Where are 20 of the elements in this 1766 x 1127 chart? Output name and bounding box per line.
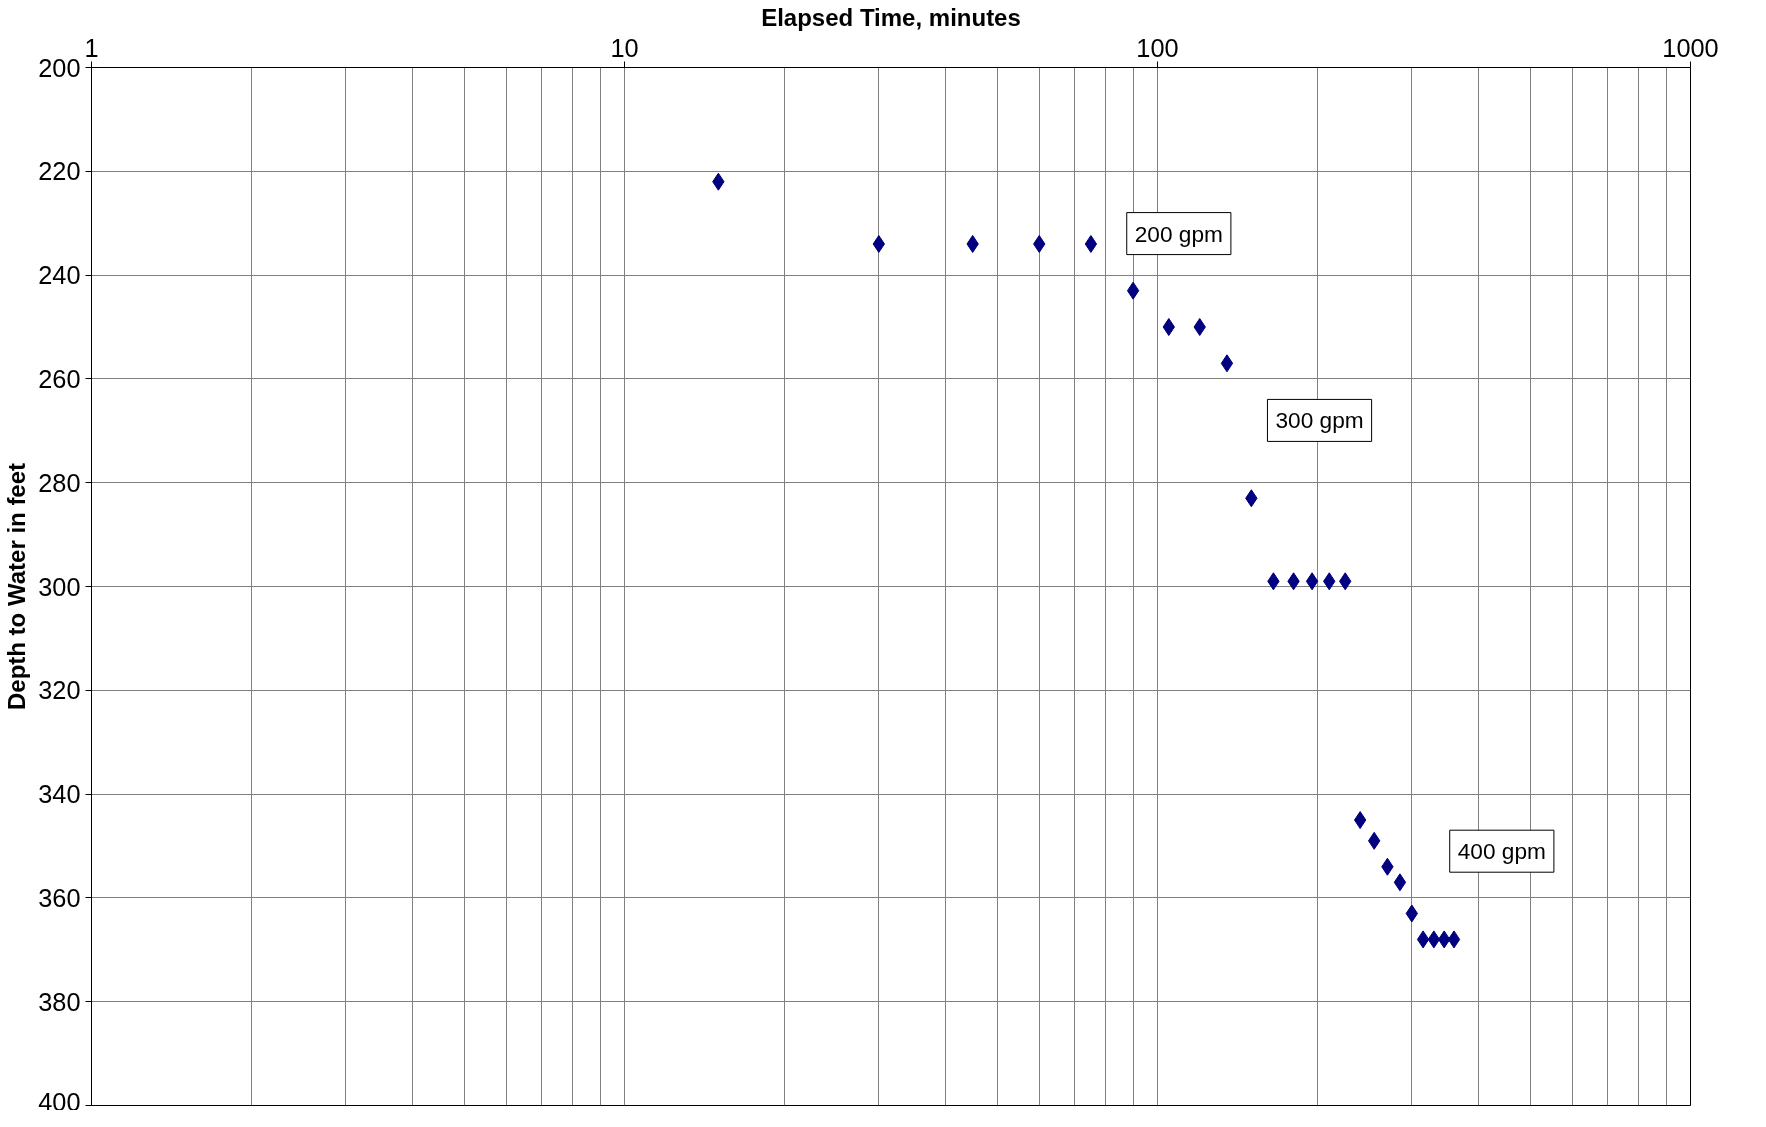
x-tick-label: 10 — [610, 33, 639, 62]
x-tick-label: 100 — [1136, 33, 1179, 62]
annotation: 300 gpm — [1275, 407, 1364, 434]
x-axis-title: Elapsed Time, minutes — [761, 3, 1021, 31]
y-tick-label: 360 — [38, 883, 81, 912]
y-tick-label: 380 — [38, 987, 81, 1016]
y-tick-label: 280 — [38, 468, 81, 497]
y-tick-label: 320 — [38, 676, 81, 705]
y-tick-label: 340 — [38, 780, 81, 809]
y-tick-label: 220 — [38, 157, 81, 186]
x-tick-label: 1 — [84, 33, 99, 62]
y-axis-title: Depth to Water in feet — [3, 462, 31, 711]
y-tick-label: 200 — [38, 53, 81, 82]
x-tick-label: 1000 — [1662, 33, 1719, 62]
y-tick-label: 240 — [38, 261, 81, 290]
annotation: 200 gpm — [1134, 220, 1223, 247]
annotation: 400 gpm — [1457, 838, 1546, 865]
y-tick-label: 300 — [38, 572, 81, 601]
y-tick-label: 400 — [38, 1087, 81, 1116]
y-tick-label: 260 — [38, 364, 81, 393]
